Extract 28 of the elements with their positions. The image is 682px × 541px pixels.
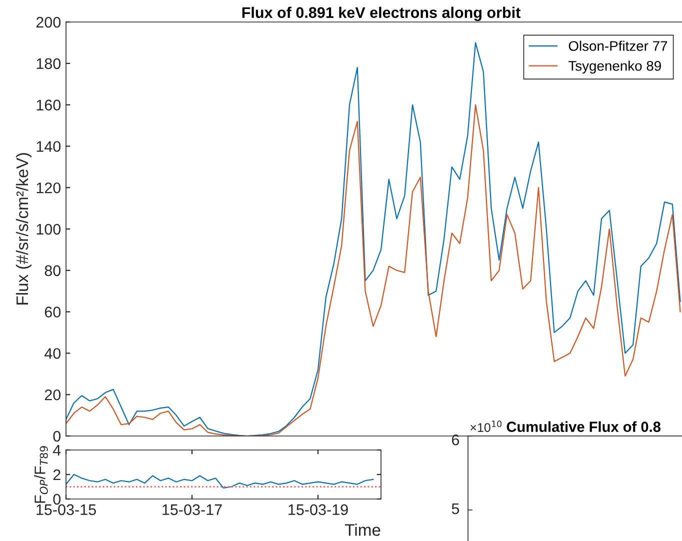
- y-axis-title: Flux (#/sr/s/cm²/keV): [16, 153, 32, 304]
- annotation: ×10$^{10}$: [470, 420, 502, 432]
- y-tick-label: 160: [36, 100, 61, 110]
- y-tick-label: 40: [44, 348, 61, 359]
- y-tick-label: 180: [36, 58, 61, 70]
- y-tick-label: 0: [53, 494, 61, 505]
- line-series: [66, 474, 374, 489]
- chart-title: Flux of 0.891 keV electrons along orbit: [242, 6, 520, 22]
- y-tick-label: 140: [36, 141, 61, 152]
- y-tick-label: 120: [36, 182, 61, 194]
- y-tick-label: 4: [52, 445, 61, 456]
- text: 5: [452, 503, 460, 514]
- x-tick-label: 15-03-17: [162, 504, 222, 516]
- legend-label: Olson-Pfitzer 77: [568, 40, 668, 51]
- x-tick-label: 15-03-19: [288, 504, 348, 516]
- annotation: 6: [452, 434, 460, 446]
- y-tick-label: 20: [44, 389, 61, 400]
- y-axis-title: F$_{OP}$/F$_{T89}$: [34, 446, 48, 503]
- y-tick-label: 2: [53, 469, 60, 480]
- text: Cumulative Flux of 0.8: [506, 421, 661, 432]
- x-axis-title: Time: [344, 524, 380, 536]
- y-tick-label: 100: [36, 224, 61, 235]
- y-tick-label: 200: [36, 16, 61, 28]
- y-tick-label: 0: [53, 430, 61, 442]
- y-tick-label: 60: [44, 306, 61, 318]
- x-tick-label: 15-03-15: [36, 504, 96, 516]
- y-tick-label: 80: [44, 265, 61, 276]
- legend-label: Tsygenenko 89: [568, 60, 661, 74]
